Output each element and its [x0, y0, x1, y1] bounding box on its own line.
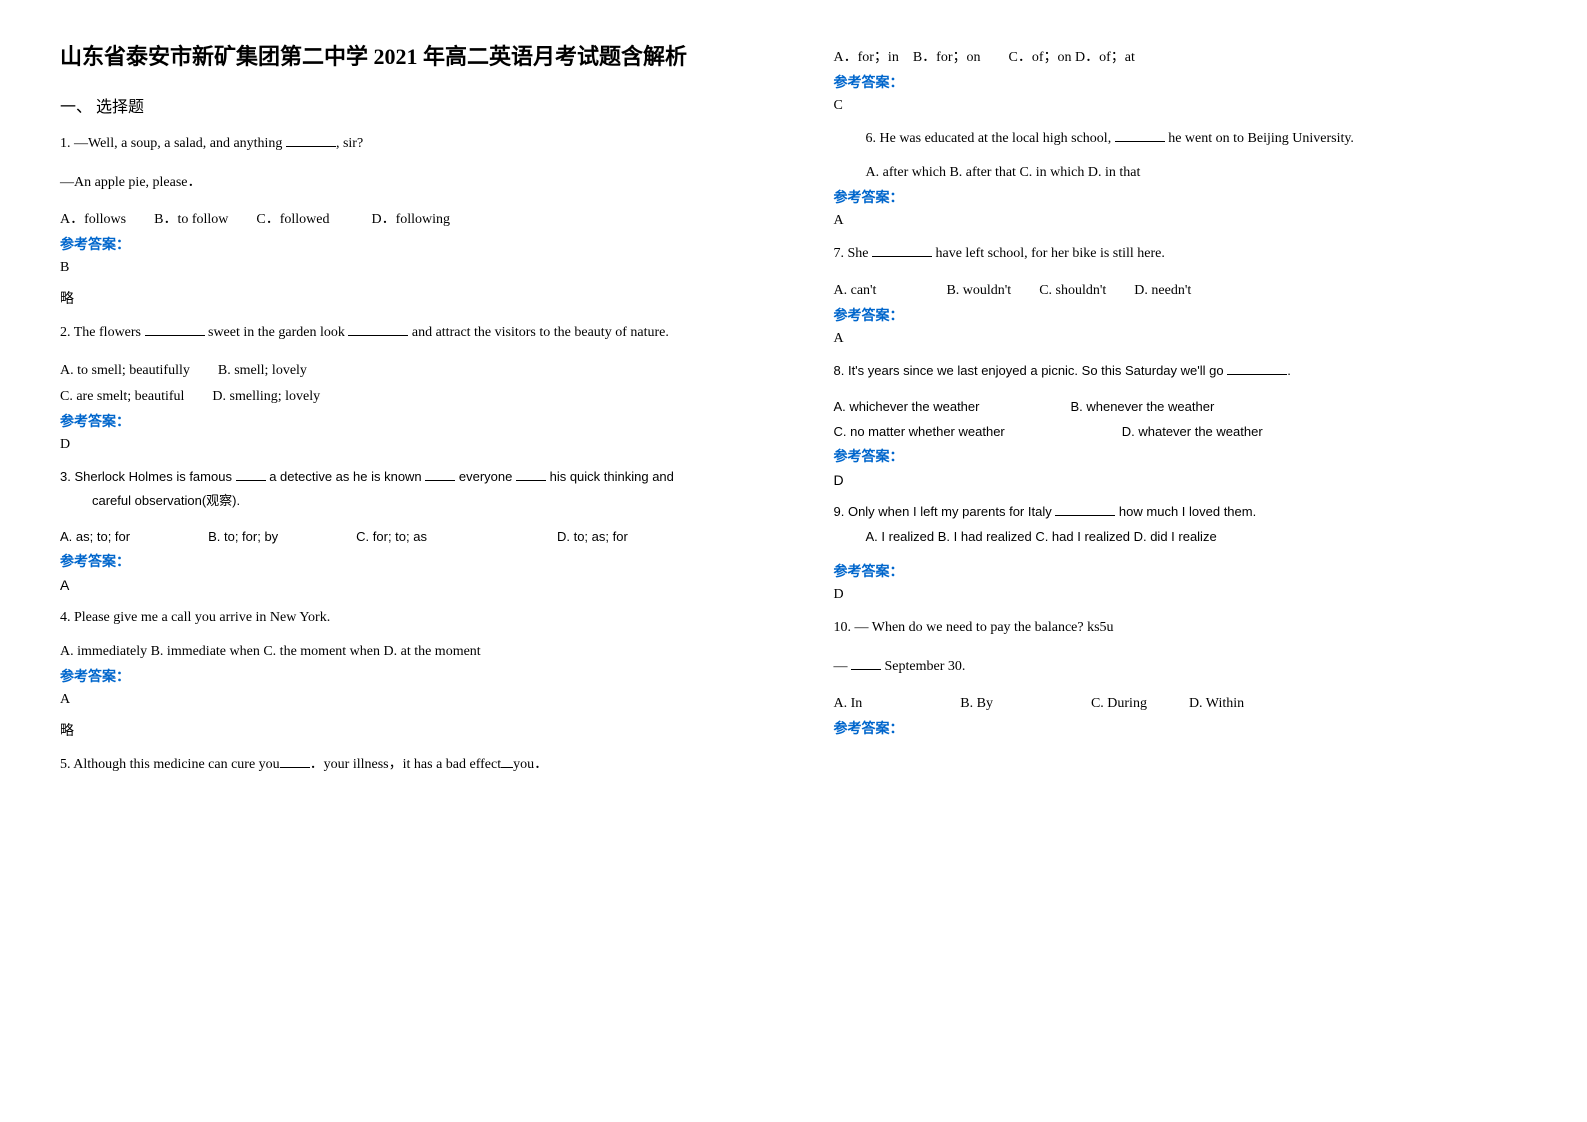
- q10-text-a: —: [834, 659, 852, 674]
- q6-answer: A: [834, 213, 1528, 229]
- q10-options: A. In B. By C. During D. Within: [834, 692, 1528, 712]
- q4-answer: A: [60, 692, 754, 708]
- answer-label: 参考答案：: [834, 718, 1528, 738]
- question-4: 4. Please give me a call you arrive in N…: [60, 605, 754, 632]
- q8-answer: D: [834, 472, 1528, 488]
- exam-page: 山东省泰安市新矿集团第二中学 2021 年高二英语月考试题含解析 一、 选择题 …: [60, 40, 1527, 790]
- q8-options-2: C. no matter whether weather D. whatever…: [834, 421, 1528, 440]
- q1-text-b: , sir?: [336, 136, 363, 151]
- blank: [280, 753, 310, 768]
- q9-text-a: 9. Only when I left my parents for Italy: [834, 504, 1056, 519]
- q7-answer: A: [834, 331, 1528, 347]
- q5-options: A．for；in B．for；on C．of；on D．of；at: [834, 46, 1528, 66]
- q9-text-b: how much I loved them.: [1115, 504, 1256, 519]
- answer-label: 参考答案：: [60, 234, 754, 254]
- q2-text-b: sweet in the garden look: [205, 325, 349, 340]
- question-1: 1. —Well, a soup, a salad, and anything …: [60, 131, 754, 158]
- q5-text-a: 5. Although this medicine can cure you: [60, 757, 280, 772]
- blank: [1227, 361, 1287, 375]
- answer-label: 参考答案：: [60, 666, 754, 686]
- answer-label: 参考答案：: [60, 411, 754, 431]
- blank: [1055, 502, 1115, 516]
- answer-label: 参考答案：: [834, 72, 1528, 92]
- q3-answer: A: [60, 577, 754, 593]
- q3-text-b: a detective as he is known: [266, 469, 426, 484]
- q3-line2: careful observation(观察).: [92, 489, 754, 514]
- q1-text-a: 1. —Well, a soup, a salad, and anything: [60, 136, 286, 151]
- q1-line2: —An apple pie, please．: [60, 170, 754, 197]
- blank: [851, 655, 881, 670]
- q7-options: A. can't B. wouldn't C. shouldn't D. nee…: [834, 279, 1528, 299]
- q9-options: A. I realized B. I had realized C. had I…: [866, 525, 1528, 550]
- answer-label: 参考答案：: [60, 551, 754, 571]
- q3-text-a: 3. Sherlock Holmes is famous: [60, 469, 236, 484]
- right-column: A．for；in B．for；on C．of；on D．of；at 参考答案： …: [834, 40, 1528, 790]
- blank: [145, 321, 205, 336]
- q7-text-a: 7. She: [834, 246, 873, 261]
- blank: [501, 753, 513, 768]
- q1-answer: B: [60, 260, 754, 276]
- q9-answer: D: [834, 587, 1528, 603]
- question-9: 9. Only when I left my parents for Italy…: [834, 500, 1528, 549]
- q1-omit: 略: [60, 288, 754, 308]
- blank: [348, 321, 408, 336]
- q8-options-1: A. whichever the weather B. whenever the…: [834, 396, 1528, 415]
- q2-text-a: 2. The flowers: [60, 325, 145, 340]
- q4-omit: 略: [60, 720, 754, 740]
- question-7: 7. She have left school, for her bike is…: [834, 241, 1528, 268]
- q5-text-c: you．: [513, 757, 548, 772]
- question-3: 3. Sherlock Holmes is famous a detective…: [60, 465, 754, 514]
- q1-options: A．follows B．to follow C．followed D．follo…: [60, 208, 754, 228]
- q3-text-d: his quick thinking and: [546, 469, 674, 484]
- question-10-line1: 10. — When do we need to pay the balance…: [834, 615, 1528, 642]
- blank: [516, 467, 546, 481]
- q2-options-2: C. are smelt; beautiful D. smelling; lov…: [60, 385, 754, 405]
- answer-label: 参考答案：: [834, 187, 1528, 207]
- q10-text-b: September 30.: [881, 659, 965, 674]
- q6-options: A. after which B. after that C. in which…: [866, 165, 1528, 181]
- exam-title: 山东省泰安市新矿集团第二中学 2021 年高二英语月考试题含解析: [60, 40, 754, 73]
- blank: [872, 242, 932, 257]
- q7-text-b: have left school, for her bike is still …: [932, 246, 1165, 261]
- q5-answer: C: [834, 98, 1528, 114]
- q3-options: A. as; to; for B. to; for; by C. for; to…: [60, 526, 754, 545]
- blank: [286, 132, 336, 147]
- q2-answer: D: [60, 437, 754, 453]
- q8-text-b: .: [1287, 363, 1291, 378]
- left-column: 山东省泰安市新矿集团第二中学 2021 年高二英语月考试题含解析 一、 选择题 …: [60, 40, 754, 790]
- q2-options-1: A. to smell; beautifully B. smell; lovel…: [60, 359, 754, 379]
- answer-label: 参考答案：: [834, 446, 1528, 466]
- q5-text-b: ．your illness，it has a bad effect: [310, 757, 501, 772]
- question-10-line2: — September 30.: [834, 654, 1528, 681]
- question-6: 6. He was educated at the local high sch…: [866, 126, 1528, 153]
- q8-text-a: 8. It's years since we last enjoyed a pi…: [834, 363, 1228, 378]
- question-5: 5. Although this medicine can cure you ．y…: [60, 752, 754, 779]
- question-8: 8. It's years since we last enjoyed a pi…: [834, 359, 1528, 384]
- q2-text-c: and attract the visitors to the beauty o…: [408, 325, 668, 340]
- q4-options: A. immediately B. immediate when C. the …: [60, 644, 754, 660]
- blank: [425, 467, 455, 481]
- blank: [236, 467, 266, 481]
- q6-text-a: 6. He was educated at the local high sch…: [866, 131, 1115, 146]
- question-2: 2. The flowers sweet in the garden look …: [60, 320, 754, 347]
- section-heading: 一、 选择题: [60, 93, 754, 117]
- answer-label: 参考答案：: [834, 305, 1528, 325]
- blank: [1115, 127, 1165, 142]
- q6-text-b: he went on to Beijing University.: [1165, 131, 1354, 146]
- answer-label: 参考答案：: [834, 561, 1528, 581]
- q3-text-c: everyone: [455, 469, 516, 484]
